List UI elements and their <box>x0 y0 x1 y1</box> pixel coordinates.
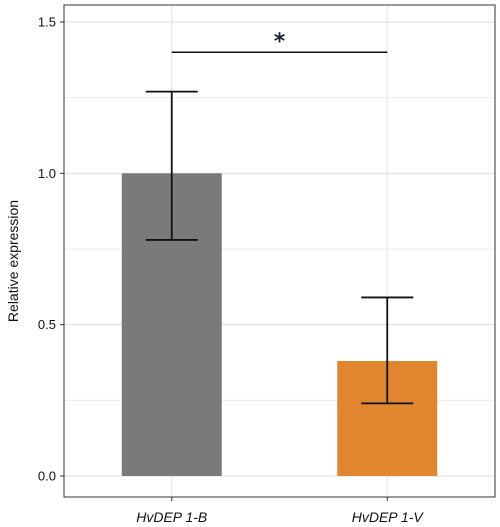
error-bars <box>145 90 414 405</box>
x-tick-label: HvDEP 1-B <box>136 509 207 525</box>
significance-annotation: * <box>171 29 388 54</box>
y-axis-title: Relative expression <box>5 200 21 322</box>
y-tick-label: 1.0 <box>38 166 56 181</box>
y-tick-label: 1.5 <box>38 15 56 30</box>
x-tick-label: HvDEP 1-V <box>352 509 425 525</box>
plot-panel <box>63 4 496 498</box>
x-axis: HvDEP 1-B HvDEP 1-V <box>136 497 424 525</box>
significance-label: * <box>274 29 286 54</box>
y-tick-label: 0.0 <box>38 469 56 484</box>
y-axis: 0.0 0.5 1.0 1.5 <box>38 15 64 484</box>
y-tick-label: 0.5 <box>38 317 56 332</box>
